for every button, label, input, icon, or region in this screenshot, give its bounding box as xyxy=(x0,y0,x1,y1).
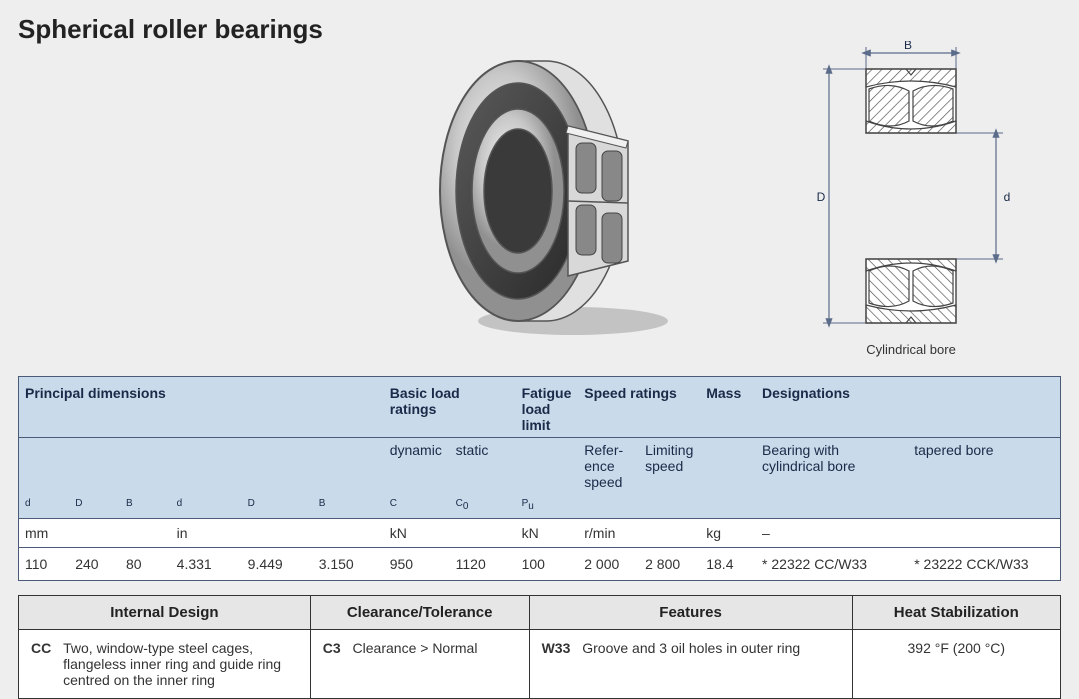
col-C0: C0 xyxy=(450,494,516,519)
bearing-cross-section: B D d xyxy=(791,41,1031,361)
code-cc: CC xyxy=(31,640,51,656)
code-w33: W33 xyxy=(542,640,571,656)
cell-B-in: 3.150 xyxy=(313,548,384,581)
th-reference: Refer- ence speed xyxy=(578,438,639,495)
th-basic-load: Basic load ratings xyxy=(384,377,516,438)
th-limiting: Limiting speed xyxy=(639,438,700,495)
unit-kn: kN xyxy=(384,519,516,548)
features-table: Internal Design Clearance/Tolerance Feat… xyxy=(18,595,1061,699)
cell-D: 240 xyxy=(69,548,120,581)
cross-section-caption: Cylindrical bore xyxy=(791,342,1031,357)
col-B: B xyxy=(120,494,171,519)
cell-refspeed: 2 000 xyxy=(578,548,639,581)
th-heat: Heat Stabilization xyxy=(852,596,1060,630)
unit-rmin: r/min xyxy=(578,519,700,548)
code-c3: C3 xyxy=(323,640,341,656)
illustration-row: B D d xyxy=(18,51,1061,376)
cell-Pu: 100 xyxy=(516,548,579,581)
th-principal: Principal dimensions xyxy=(19,377,384,438)
cell-desig-cyl: * 22322 CC/W33 xyxy=(756,548,908,581)
th-tapered: tapered bore xyxy=(908,438,1060,495)
desc-c3: Clearance > Normal xyxy=(353,640,478,656)
col-B-in: B xyxy=(313,494,384,519)
th-bearing-cyl: Bearing with cylindrical bore xyxy=(756,438,908,495)
cell-d-in: 4.331 xyxy=(171,548,242,581)
cell-desig-tap: * 23222 CCK/W33 xyxy=(908,548,1060,581)
unit-dash: – xyxy=(756,519,1060,548)
th-internal-design: Internal Design xyxy=(19,596,311,630)
desc-cc: Two, window-type steel cages, flangeless… xyxy=(63,640,290,688)
cell-D-in: 9.449 xyxy=(242,548,313,581)
cell-limspeed: 2 800 xyxy=(639,548,700,581)
th-dynamic: dynamic xyxy=(384,438,450,495)
cell-internal: CC Two, window-type steel cages, flangel… xyxy=(19,630,311,699)
bearing-3d-illustration xyxy=(418,41,688,341)
th-fatigue: Fatigue load limit xyxy=(516,377,579,438)
cell-d: 110 xyxy=(19,548,70,581)
th-mass: Mass xyxy=(700,377,756,438)
table-row: CC Two, window-type steel cages, flangel… xyxy=(19,630,1061,699)
cell-features: W33 Groove and 3 oil holes in outer ring xyxy=(529,630,852,699)
th-designations: Designations xyxy=(756,377,1060,438)
th-features: Features xyxy=(529,596,852,630)
col-d-in: d xyxy=(171,494,242,519)
col-D: D xyxy=(69,494,120,519)
col-Pu: Pu xyxy=(516,494,579,519)
col-C: C xyxy=(384,494,450,519)
dim-label-D: D xyxy=(817,190,826,204)
unit-kn2: kN xyxy=(516,519,579,548)
th-clearance: Clearance/Tolerance xyxy=(310,596,529,630)
cell-clearance: C3 Clearance > Normal xyxy=(310,630,529,699)
cell-C0: 1120 xyxy=(450,548,516,581)
cell-C: 950 xyxy=(384,548,450,581)
table-row: 110 240 80 4.331 9.449 3.150 950 1120 10… xyxy=(19,548,1061,581)
col-D-in: D xyxy=(242,494,313,519)
unit-kg: kg xyxy=(700,519,756,548)
th-speed: Speed ratings xyxy=(578,377,700,438)
unit-mm: mm xyxy=(19,519,171,548)
col-d: d xyxy=(19,494,70,519)
cell-B: 80 xyxy=(120,548,171,581)
dim-label-b: B xyxy=(904,41,912,52)
cell-heat: 392 °F (200 °C) xyxy=(852,630,1060,699)
cell-mass: 18.4 xyxy=(700,548,756,581)
dimensions-table: Principal dimensions Basic load ratings … xyxy=(18,376,1061,581)
dim-label-d: d xyxy=(1004,190,1011,204)
th-static: static xyxy=(450,438,516,495)
unit-in: in xyxy=(171,519,384,548)
desc-w33: Groove and 3 oil holes in outer ring xyxy=(582,640,800,656)
